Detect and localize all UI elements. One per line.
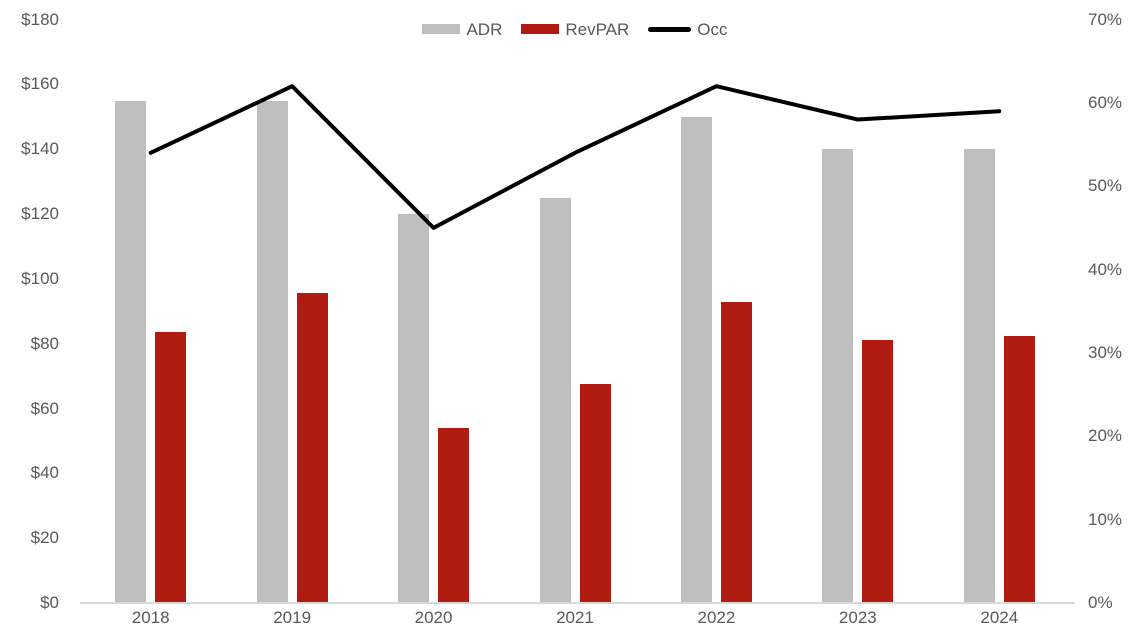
x-axis-line	[80, 602, 1075, 604]
x-axis-category-label: 2024	[980, 608, 1019, 627]
adr-swatch-icon	[422, 24, 461, 34]
right-axis-tick-label: 60%	[1088, 92, 1123, 112]
left-axis-tick-label: $100	[21, 268, 59, 288]
chart-legend: ADR RevPAR Occ	[80, 16, 1070, 42]
occ-line-series[interactable]	[148, 84, 1002, 230]
right-axis-tick-label: 40%	[1088, 259, 1123, 279]
x-axis-category-label: 2020	[414, 608, 453, 627]
legend-item-revpar[interactable]: RevPAR	[521, 21, 629, 38]
left-axis-tick-label: $0	[40, 593, 59, 612]
x-axis-category-label: 2023	[838, 608, 877, 627]
bar-adr-2021[interactable]	[539, 197, 571, 602]
bar-revpar-2023[interactable]	[862, 340, 894, 602]
left-axis-tick-label: $60	[30, 398, 59, 418]
legend-label-revpar: RevPAR	[565, 19, 630, 39]
x-axis-category-label: 2022	[697, 608, 736, 627]
bar-revpar-2021[interactable]	[579, 384, 611, 602]
bar-revpar-2019[interactable]	[296, 293, 328, 602]
x-axis-category-label: 2019	[273, 608, 312, 627]
occ-line-swatch-icon	[648, 26, 692, 32]
right-axis-tick-label: 50%	[1088, 176, 1123, 196]
bar-adr-2020[interactable]	[398, 214, 430, 602]
bar-adr-2024[interactable]	[963, 149, 995, 602]
x-axis-category-label: 2018	[131, 608, 170, 627]
bar-adr-2022[interactable]	[680, 116, 712, 602]
x-axis-category-label: 2021	[556, 608, 594, 627]
legend-item-adr[interactable]: ADR	[422, 21, 502, 38]
legend-item-occ[interactable]: Occ	[648, 19, 728, 39]
right-axis-tick-label: 0%	[1088, 593, 1113, 612]
bar-revpar-2020[interactable]	[438, 427, 470, 602]
legend-label-occ: Occ	[697, 19, 728, 39]
left-axis-tick-label: $20	[30, 528, 59, 548]
legend-label-adr: ADR	[466, 19, 503, 39]
bar-revpar-2024[interactable]	[1003, 335, 1035, 602]
right-axis-tick-label: 70%	[1088, 9, 1123, 29]
left-axis-tick-label: $160	[21, 74, 59, 94]
bar-adr-2019[interactable]	[256, 100, 288, 602]
bar-revpar-2018[interactable]	[155, 332, 187, 602]
revpar-swatch-icon	[521, 24, 560, 34]
bar-adr-2018[interactable]	[115, 100, 147, 602]
bar-adr-2023[interactable]	[822, 149, 854, 602]
left-axis-tick-label: $40	[30, 463, 59, 483]
right-axis-tick-label: 20%	[1088, 426, 1123, 446]
right-axis-tick-label: 10%	[1088, 509, 1123, 529]
left-axis-tick-label: $180	[21, 9, 59, 29]
left-axis-tick-label: $80	[30, 333, 59, 353]
right-axis-tick-label: 30%	[1088, 342, 1123, 362]
left-axis-tick-label: $120	[21, 204, 59, 223]
left-axis-tick-label: $140	[21, 139, 59, 159]
bar-revpar-2022[interactable]	[720, 301, 752, 602]
